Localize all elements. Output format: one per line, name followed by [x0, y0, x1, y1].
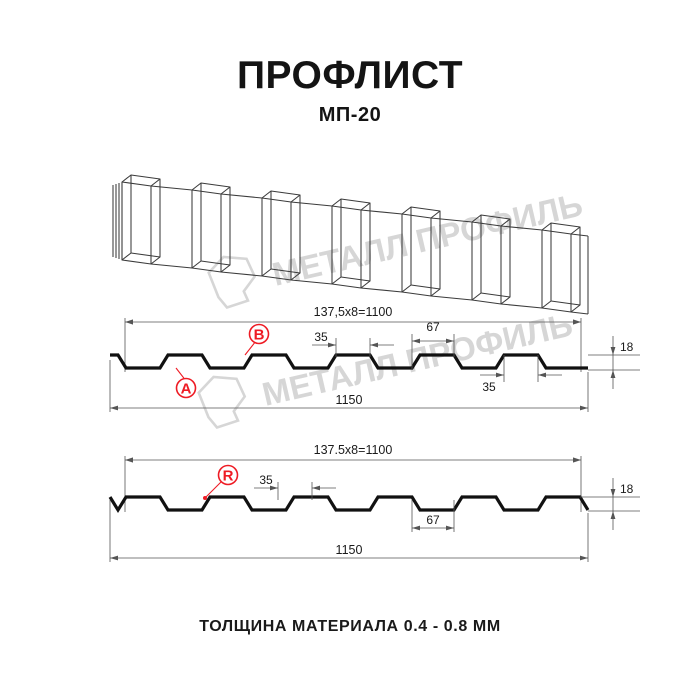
isometric-view [112, 174, 589, 315]
dim-lines-top-r [124, 456, 582, 512]
dim-18-r-label: 18 [620, 482, 634, 496]
arrow-right-top-r [573, 457, 581, 463]
dim-18-a: 18 [588, 336, 640, 389]
dim-18-a-label: 18 [620, 340, 634, 354]
dim-lines-top-a [124, 318, 582, 372]
profile-r [108, 495, 590, 514]
dim-35-r: 35 [254, 473, 336, 500]
callout-b: B [244, 323, 270, 356]
page-subtitle: МП-20 [318, 104, 382, 126]
dim-top-r: 137.5x8=1100 [314, 443, 393, 457]
dim-67-a-label: 67 [426, 320, 440, 334]
arrow-left-top-r [125, 457, 133, 463]
dim-1150-r: 1150 [109, 500, 589, 562]
dim-18-r: 18 [580, 478, 640, 530]
dim-35-lower-a: 35 [480, 355, 562, 394]
arrow-left-top-a [125, 319, 133, 325]
watermark-logo-icon-2 [197, 375, 247, 430]
dim-1150-a: 1150 [109, 360, 589, 412]
dim-67-r-label: 67 [426, 513, 440, 527]
arrow-right-top-a [573, 319, 581, 325]
dim-35-lower-a-label: 35 [482, 380, 496, 394]
iso-ribs [121, 174, 589, 315]
callout-a-label: A [181, 381, 192, 398]
watermark: МЕТАЛЛ ПРОФИЛЬ МЕТАЛЛ ПРОФИЛЬ [197, 186, 586, 430]
material-thickness-caption: ТОЛЩИНА МАТЕРИАЛА 0.4 - 0.8 ММ [199, 618, 501, 635]
callout-r-label: R [223, 468, 234, 485]
callout-b-circle [248, 323, 270, 345]
cross-section-a: 137,5x8=1100 A B [109, 305, 640, 412]
dim-1150-a-label: 1150 [336, 393, 363, 407]
dim-top-a: 137,5x8=1100 [314, 305, 393, 319]
dim-67-r: 67 [411, 500, 455, 532]
callout-a-circle [175, 377, 197, 399]
watermark-text-top: МЕТАЛЛ ПРОФИЛЬ [269, 186, 586, 293]
dim-35-r-label: 35 [259, 473, 273, 487]
cross-section-r: 137.5x8=1100 R 35 [108, 443, 640, 562]
callout-a: A [175, 367, 197, 399]
callout-r-circle [217, 464, 239, 486]
dim-35-upper-a: 35 [312, 330, 394, 357]
dim-67-a: 67 [411, 320, 455, 370]
callout-r: R [203, 464, 239, 500]
watermark-logo-icon [207, 255, 257, 310]
callout-b-label: B [254, 327, 265, 344]
dim-1150-r-label: 1150 [336, 543, 363, 557]
callout-r-point [203, 496, 207, 500]
dim-35-upper-a-label: 35 [314, 330, 328, 344]
page-title: ПРОФЛИСТ [236, 54, 464, 97]
